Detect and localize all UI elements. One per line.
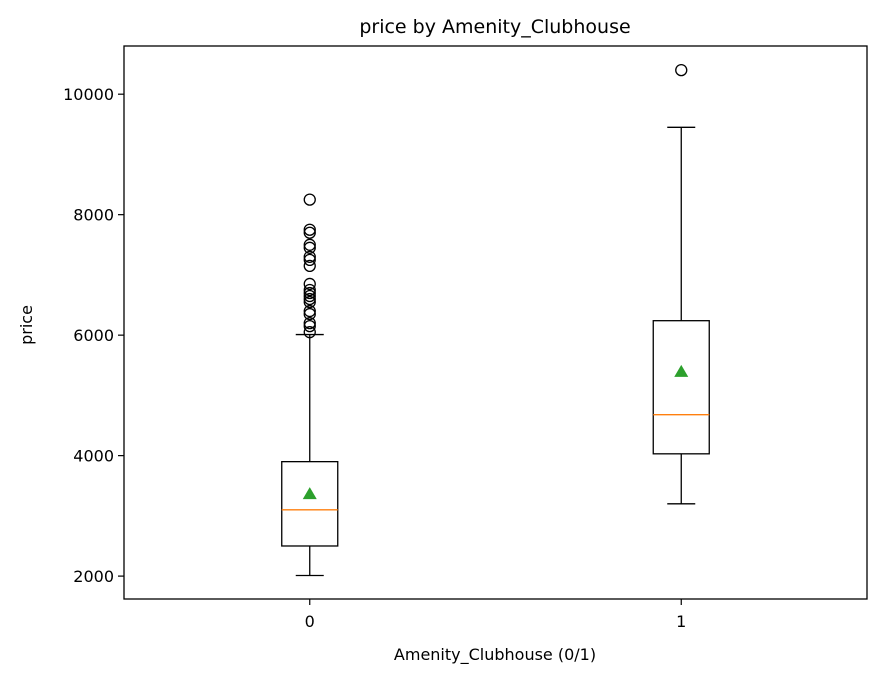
- outlier-point: [303, 289, 316, 303]
- y-tick-label: 8000: [73, 206, 114, 225]
- interquartile-box: [281, 461, 339, 547]
- outlier-point: [303, 325, 316, 339]
- outlier-point: [303, 286, 316, 300]
- outlier-point: [303, 193, 316, 206]
- outlier-point: [303, 295, 316, 309]
- outlier-point: [303, 283, 316, 297]
- box-group-1: [652, 63, 710, 505]
- plot-frame: [123, 45, 868, 600]
- outlier-point: [303, 226, 316, 239]
- x-axis-label: Amenity_Clubhouse (0/1): [394, 645, 596, 665]
- x-tick-label: 1: [676, 612, 686, 631]
- y-axis: 2000 4000 6000 8000 10000: [63, 85, 124, 586]
- y-tick-label: 2000: [73, 567, 114, 586]
- outlier-point: [303, 319, 316, 333]
- outlier-point: [303, 307, 316, 321]
- outlier-point: [303, 253, 316, 267]
- outlier-point: [303, 223, 316, 236]
- outlier-point: [303, 241, 316, 254]
- outlier-point: [303, 277, 316, 291]
- outlier-point: [303, 259, 316, 273]
- y-tick-label: 10000: [63, 85, 114, 104]
- mean-marker: [302, 487, 317, 500]
- outlier-point: [303, 316, 316, 330]
- plot-area: [281, 63, 710, 577]
- outlier-point: [675, 63, 688, 77]
- chart-title: price by Amenity_Clubhouse: [359, 16, 630, 38]
- interquartile-box: [652, 320, 710, 455]
- outlier-point: [303, 292, 316, 306]
- box-group-0: [281, 193, 339, 577]
- mean-marker: [674, 364, 689, 377]
- y-tick-label: 6000: [73, 326, 114, 345]
- y-axis-label: price: [17, 305, 36, 345]
- x-tick-label: 0: [305, 612, 315, 631]
- outlier-point: [303, 304, 316, 318]
- outlier-point: [303, 238, 316, 251]
- outlier-point: [303, 250, 316, 263]
- y-tick-label: 4000: [73, 447, 114, 466]
